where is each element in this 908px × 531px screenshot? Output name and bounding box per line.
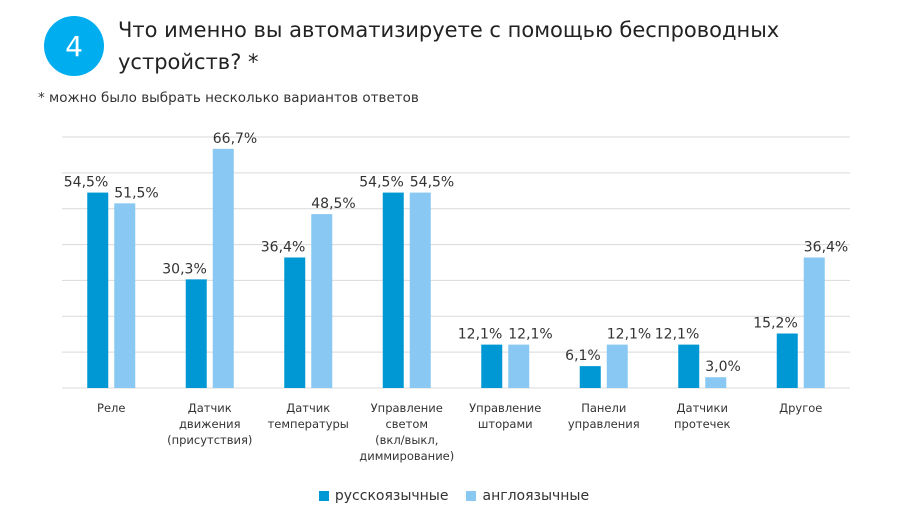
category-label: протечек <box>674 417 730 431</box>
data-label: 12,1% <box>508 327 552 343</box>
legend-swatch <box>318 491 329 501</box>
category-label: Управление <box>469 401 541 415</box>
bar <box>776 333 798 388</box>
legend-label: англоязычные <box>482 488 590 504</box>
category-label: (присутствия) <box>167 433 252 447</box>
data-label: 36,4% <box>804 239 848 255</box>
data-label: 54,5% <box>410 175 454 191</box>
category-label: температуры <box>268 417 349 431</box>
data-label: 12,1% <box>458 327 502 343</box>
data-label: 36,4% <box>261 239 305 255</box>
footnote: * можно было выбрать несколько вариантов… <box>38 90 419 106</box>
bar <box>803 257 825 388</box>
category-label: (вкл/выкл, <box>375 433 438 447</box>
bar <box>508 344 530 388</box>
legend-swatch <box>466 491 477 501</box>
category-label: Реле <box>97 401 125 415</box>
data-label: 51,5% <box>114 185 158 201</box>
question-number-badge: 4 <box>44 16 104 76</box>
category-label: движения <box>179 417 241 431</box>
legend-label: русскоязычные <box>334 488 449 504</box>
data-label: 3,0% <box>705 359 741 375</box>
bar <box>185 279 207 388</box>
data-label: 48,5% <box>311 196 355 212</box>
bar <box>87 192 109 388</box>
bar <box>311 214 333 388</box>
bar <box>705 377 727 388</box>
category-label: Датчики <box>677 401 728 415</box>
bar <box>579 366 601 388</box>
data-label: 30,3% <box>162 261 206 277</box>
legend-item: англоязычные <box>466 488 589 504</box>
legend: русскоязычные англоязычные <box>0 488 908 504</box>
bar <box>678 344 700 388</box>
data-label: 12,1% <box>655 327 699 343</box>
bar <box>114 203 136 388</box>
category-label: диммирование) <box>359 449 454 463</box>
category-label: Датчик <box>188 401 232 415</box>
data-label: 15,2% <box>753 315 797 331</box>
bar <box>212 148 234 388</box>
category-label: управления <box>568 417 640 431</box>
category-label: Другое <box>779 401 822 415</box>
data-label: 54,5% <box>64 175 108 191</box>
category-label: Панели <box>581 401 626 415</box>
category-label: светом <box>385 417 428 431</box>
bar <box>382 192 404 388</box>
question-title: Что именно вы автоматизируете с помощью … <box>118 18 780 74</box>
bar <box>284 257 306 388</box>
data-label: 54,5% <box>359 175 403 191</box>
category-label: Датчик <box>286 401 330 415</box>
bar <box>606 344 628 388</box>
bar <box>409 192 431 388</box>
category-label: шторами <box>478 417 533 431</box>
data-label: 66,7% <box>213 131 257 147</box>
legend-item: русскоязычные <box>318 488 449 504</box>
bar <box>481 344 503 388</box>
data-label: 6,1% <box>565 348 601 364</box>
data-label: 12,1% <box>607 327 651 343</box>
category-label: Управление <box>371 401 443 415</box>
